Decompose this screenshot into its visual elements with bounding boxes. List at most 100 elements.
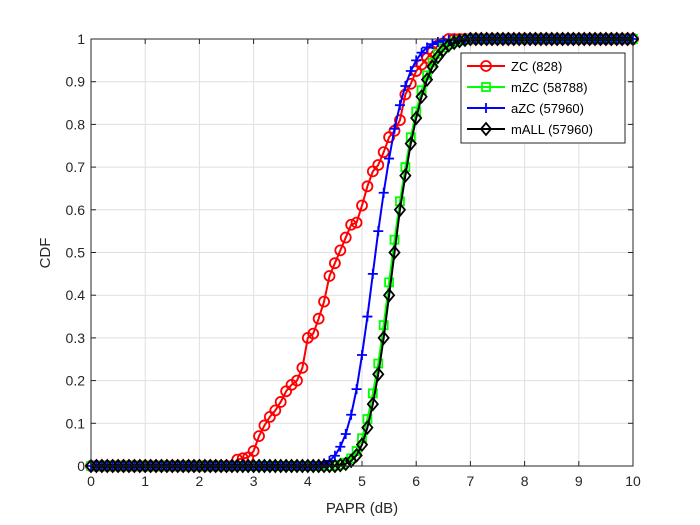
data-point (393, 202, 407, 218)
data-point (318, 295, 330, 308)
x-tick-label: 7 (467, 473, 475, 489)
legend-entry: aZC (57960) (467, 101, 584, 116)
data-point (90, 458, 103, 474)
data-point (372, 159, 385, 171)
data-point (399, 168, 412, 184)
data-point (550, 31, 564, 47)
data-point (269, 404, 282, 417)
data-point (323, 458, 336, 474)
data-point (588, 31, 602, 47)
data-point (556, 31, 569, 47)
data-point (373, 226, 384, 237)
x-tick-label: 10 (625, 473, 641, 489)
data-point (372, 366, 385, 382)
y-tick-label: 1 (77, 31, 85, 47)
data-point (242, 458, 255, 474)
y-tick-label: 0.1 (66, 415, 86, 431)
data-point (567, 31, 580, 47)
y-axis-label: CDF (37, 238, 54, 269)
y-tick-label: 0.2 (66, 373, 86, 389)
legend-label: mALL (57960) (511, 122, 593, 137)
data-point (198, 458, 211, 474)
data-point (231, 458, 244, 474)
data-point (155, 458, 168, 474)
data-point (442, 37, 455, 53)
data-point (545, 31, 558, 47)
data-point (384, 277, 395, 288)
data-point (405, 66, 416, 77)
data-point (540, 31, 553, 47)
legend-label: ZC (828) (511, 59, 562, 74)
data-point (572, 31, 585, 47)
x-tick-label: 9 (575, 473, 583, 489)
data-point (258, 419, 271, 432)
data-point (220, 458, 233, 474)
y-tick-label: 0.6 (66, 202, 86, 218)
data-point (404, 136, 417, 152)
legend-label: aZC (57960) (511, 101, 584, 116)
data-point (296, 458, 309, 474)
data-point (160, 458, 174, 474)
data-point (447, 35, 461, 51)
data-point (317, 458, 331, 474)
data-point (416, 47, 427, 58)
data-point (334, 457, 347, 473)
data-point (377, 330, 390, 346)
data-point (411, 55, 422, 66)
data-point (355, 437, 369, 453)
data-point (335, 441, 346, 452)
data-point (350, 447, 363, 463)
data-point (301, 458, 314, 474)
data-point (356, 199, 368, 212)
data-point (534, 31, 548, 47)
data-point (187, 458, 201, 474)
data-point (285, 458, 298, 474)
data-point (339, 456, 352, 472)
data-point (274, 396, 287, 408)
data-point (345, 218, 358, 231)
data-point (247, 458, 260, 474)
data-point (296, 361, 309, 374)
data-point (610, 31, 623, 47)
data-point (389, 234, 400, 245)
data-point (475, 31, 488, 47)
data-point (599, 31, 613, 47)
data-point (377, 146, 390, 159)
data-point (111, 458, 125, 474)
y-tick-label: 0 (77, 458, 85, 474)
data-point (367, 268, 378, 279)
y-tick-label: 0.5 (66, 245, 86, 261)
data-point (415, 89, 428, 105)
y-tick-label: 0.8 (66, 116, 86, 132)
data-point (458, 32, 472, 48)
data-point (394, 100, 405, 111)
data-point (357, 349, 367, 360)
data-point (561, 31, 575, 47)
data-point (350, 216, 363, 229)
data-point (362, 414, 373, 424)
data-point (117, 458, 130, 474)
data-point (328, 257, 341, 270)
data-point (485, 31, 499, 47)
data-point (291, 374, 303, 387)
data-point (149, 458, 163, 474)
x-tick-label: 3 (250, 473, 258, 489)
legend-entry: ZC (828) (467, 59, 562, 74)
data-point (523, 31, 537, 47)
data-point (384, 153, 395, 164)
data-point (312, 458, 325, 474)
data-point (307, 327, 320, 340)
x-tick-label: 8 (521, 473, 529, 489)
data-point (171, 458, 184, 474)
data-point (133, 458, 146, 474)
data-point (400, 80, 411, 91)
data-point (214, 458, 228, 474)
data-point (410, 110, 423, 126)
data-point (346, 409, 357, 420)
data-point (480, 31, 493, 47)
x-tick-label: 5 (358, 473, 366, 489)
data-point (362, 311, 373, 322)
data-point (507, 31, 520, 47)
data-point (518, 31, 531, 47)
